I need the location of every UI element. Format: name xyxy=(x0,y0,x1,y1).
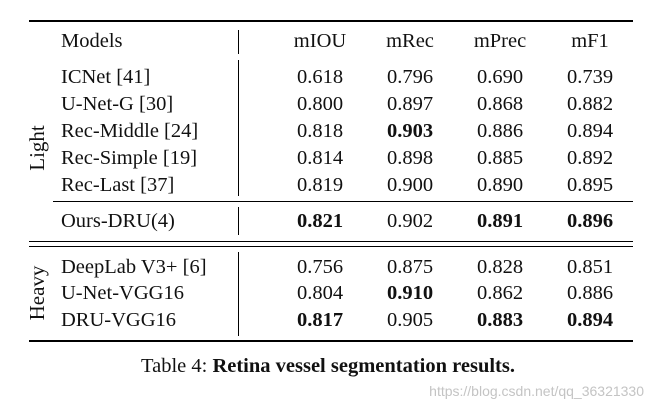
watermark-text: https://blog.csdn.net/qq_36321330 xyxy=(429,383,644,399)
table-row: U-Net-VGG16 0.804 0.910 0.862 0.886 xyxy=(0,280,656,307)
light-vertical-separator xyxy=(238,60,239,196)
mprec-value: 0.690 xyxy=(476,66,524,88)
table-row-ours: Ours-DRU(4) 0.821 0.902 0.891 0.896 xyxy=(0,208,656,235)
heavy-vertical-separator xyxy=(238,252,239,336)
model-name: ICNet [41] xyxy=(61,66,151,88)
mprec-value-best: 0.883 xyxy=(476,309,524,331)
mprec-value: 0.890 xyxy=(476,174,524,196)
header-mrec: mRec xyxy=(386,30,434,52)
header-mprec: mPrec xyxy=(473,30,527,52)
header-models: Models xyxy=(61,30,123,52)
model-name: DRU-VGG16 xyxy=(61,309,177,331)
mprec-value: 0.868 xyxy=(476,93,524,115)
miou-value: 0.814 xyxy=(296,147,344,169)
model-name: U-Net-G [30] xyxy=(61,93,174,115)
mf1-value: 0.894 xyxy=(566,120,614,142)
model-name: U-Net-VGG16 xyxy=(61,282,184,304)
table-row: U-Net-G [30] 0.800 0.897 0.868 0.882 xyxy=(0,91,656,118)
mrec-value: 0.875 xyxy=(386,256,434,278)
table-caption: Table 4: Retina vessel segmentation resu… xyxy=(0,352,656,380)
header-miou: mIOU xyxy=(293,30,347,52)
mf1-value: 0.892 xyxy=(566,147,614,169)
miou-value: 0.804 xyxy=(296,282,344,304)
light-group-separator xyxy=(53,201,633,202)
mprec-value: 0.828 xyxy=(476,256,524,278)
table-top-rule xyxy=(29,20,633,22)
mrec-value: 0.902 xyxy=(386,210,434,232)
table-row: DeepLab V3+ [6] 0.756 0.875 0.828 0.851 xyxy=(0,254,656,281)
mrec-value-best: 0.903 xyxy=(386,120,434,142)
mrec-value: 0.796 xyxy=(386,66,434,88)
table-bottom-rule xyxy=(29,340,633,342)
table-header-row: Models mIOU mRec mPrec mF1 xyxy=(0,28,656,55)
model-name: Rec-Last [37] xyxy=(61,174,175,196)
model-name: Rec-Simple [19] xyxy=(61,147,198,169)
header-mf1: mF1 xyxy=(571,30,609,52)
group-double-rule-lower xyxy=(29,246,633,247)
mrec-value-best: 0.910 xyxy=(386,282,434,304)
miou-value-best: 0.817 xyxy=(296,309,344,331)
table-row: Rec-Simple [19] 0.814 0.898 0.885 0.892 xyxy=(0,145,656,172)
miou-value: 0.800 xyxy=(296,93,344,115)
group-double-rule-upper xyxy=(29,241,633,242)
caption-title: Retina vessel segmentation results. xyxy=(212,355,515,377)
mrec-value: 0.898 xyxy=(386,147,434,169)
mrec-value: 0.905 xyxy=(386,309,434,331)
header-vertical-separator xyxy=(238,30,239,54)
miou-value: 0.819 xyxy=(296,174,344,196)
mrec-value: 0.900 xyxy=(386,174,434,196)
miou-value-best: 0.821 xyxy=(296,210,344,232)
table-row: Rec-Middle [24] 0.818 0.903 0.886 0.894 xyxy=(0,118,656,145)
mprec-value: 0.885 xyxy=(476,147,524,169)
mf1-value: 0.886 xyxy=(566,282,614,304)
miou-value: 0.618 xyxy=(296,66,344,88)
miou-value: 0.756 xyxy=(296,256,344,278)
mf1-value: 0.851 xyxy=(566,256,614,278)
caption-prefix: Table 4: xyxy=(141,355,213,377)
miou-value: 0.818 xyxy=(296,120,344,142)
mf1-value-best: 0.896 xyxy=(566,210,614,232)
table-row: ICNet [41] 0.618 0.796 0.690 0.739 xyxy=(0,64,656,91)
mf1-value-best: 0.894 xyxy=(566,309,614,331)
mf1-value: 0.895 xyxy=(566,174,614,196)
model-name: Ours-DRU(4) xyxy=(61,210,175,232)
mprec-value: 0.862 xyxy=(476,282,524,304)
ours-vertical-separator xyxy=(238,207,239,235)
mprec-value-best: 0.891 xyxy=(476,210,524,232)
mprec-value: 0.886 xyxy=(476,120,524,142)
table-row: DRU-VGG16 0.817 0.905 0.883 0.894 xyxy=(0,307,656,334)
table-row: Rec-Last [37] 0.819 0.900 0.890 0.895 xyxy=(0,172,656,199)
mrec-value: 0.897 xyxy=(386,93,434,115)
mf1-value: 0.882 xyxy=(566,93,614,115)
model-name: Rec-Middle [24] xyxy=(61,120,199,142)
model-name: DeepLab V3+ [6] xyxy=(61,256,207,278)
mf1-value: 0.739 xyxy=(566,66,614,88)
